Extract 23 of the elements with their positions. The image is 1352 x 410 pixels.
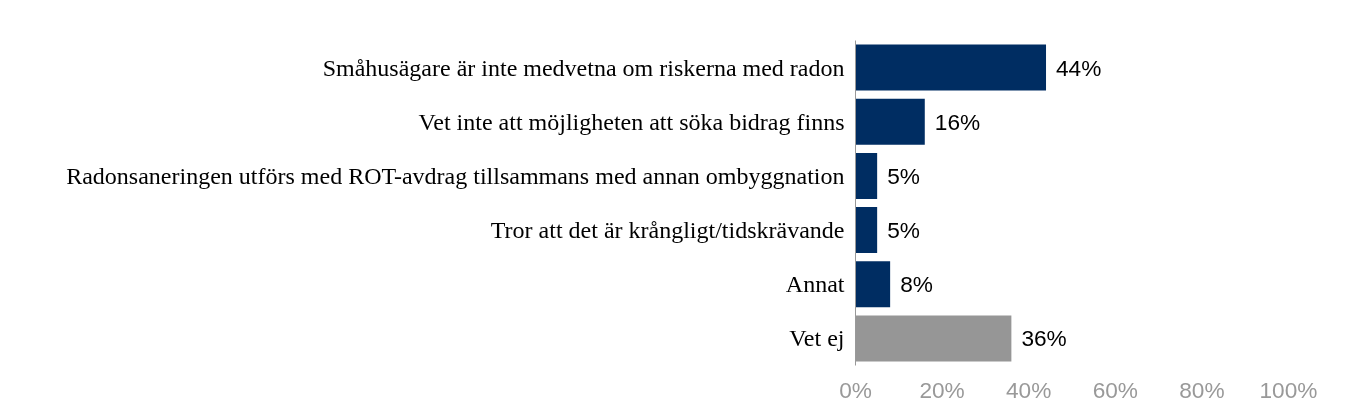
y-tick-label: Vet ej — [789, 325, 845, 352]
data-label: 36% — [1021, 325, 1067, 352]
data-label: 8% — [900, 271, 933, 298]
y-tick-label: Vet inte att möjligheten att söka bidrag finns — [418, 108, 845, 135]
x-tick-label: 20% — [919, 376, 965, 403]
x-tick-label: 40% — [1006, 376, 1052, 403]
bar — [855, 44, 1047, 91]
x-tick-label: 0% — [839, 376, 872, 403]
y-tick-label: Tror att det är krångligt/tidskrävande — [490, 217, 845, 244]
bar — [855, 98, 925, 145]
data-label: 5% — [887, 217, 920, 244]
data-label: 5% — [887, 162, 920, 189]
bar — [855, 152, 878, 199]
y-tick-label: Annat — [785, 271, 845, 298]
bar — [855, 207, 878, 254]
x-tick-label: 100% — [1259, 376, 1318, 403]
x-tick-label: 80% — [1179, 376, 1225, 403]
y-tick-label: Radonsaneringen utförs med ROT-avdrag tillsammans med annan ombyggnation — [66, 162, 845, 189]
bar — [855, 261, 891, 308]
data-label: 44% — [1056, 54, 1102, 81]
y-tick-label: Småhusägare är inte medvetna om riskerna med radon — [322, 54, 845, 81]
x-tick-label: 60% — [1092, 376, 1138, 403]
data-label: 16% — [934, 108, 981, 135]
